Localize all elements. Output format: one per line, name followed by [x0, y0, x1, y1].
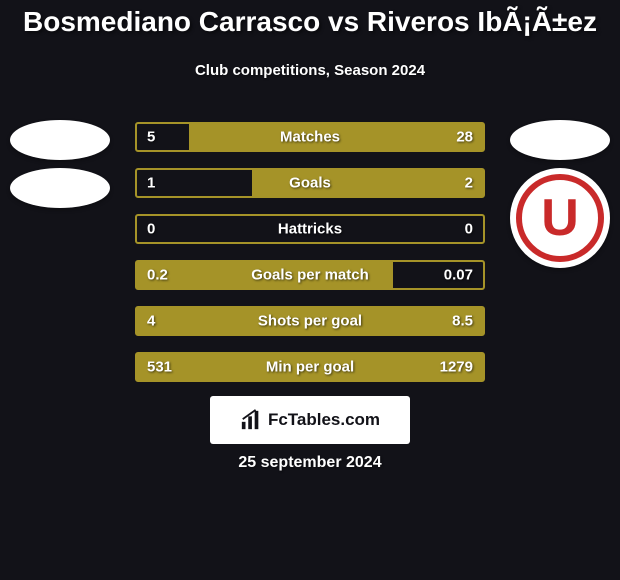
right-player-crests: U: [510, 120, 610, 268]
comparison-infographic: Bosmediano Carrasco vs Riveros IbÃ¡Ã±ez …: [0, 0, 620, 580]
brand-text: FcTables.com: [268, 410, 380, 430]
stat-label: Min per goal: [137, 359, 483, 376]
club-crest-logo: U: [510, 168, 610, 268]
club-crest-placeholder: [10, 120, 110, 160]
stat-right-value: 0.07: [444, 267, 473, 284]
stat-row: 1Goals2: [135, 168, 485, 198]
stat-label: Goals per match: [137, 267, 483, 284]
brand-box: FcTables.com: [210, 396, 410, 444]
stat-bars: 5Matches28 1Goals2 0Hattricks0 0.2Goals per…: [135, 122, 485, 398]
club-crest-placeholder: [510, 120, 610, 160]
stat-row: 531Min per goal1279: [135, 352, 485, 382]
stat-row: 5Matches28: [135, 122, 485, 152]
stat-row: 4Shots per goal8.5: [135, 306, 485, 336]
stat-right-value: 1279: [440, 359, 473, 376]
stat-right-value: 0: [465, 221, 473, 238]
stat-right-value: 2: [465, 175, 473, 192]
chart-icon: [240, 409, 262, 431]
stat-label: Matches: [137, 129, 483, 146]
club-crest-placeholder: [10, 168, 110, 208]
page-title: Bosmediano Carrasco vs Riveros IbÃ¡Ã±ez: [0, 6, 620, 38]
footer-date: 25 september 2024: [0, 454, 620, 472]
stat-right-value: 28: [456, 129, 473, 146]
stat-row: 0Hattricks0: [135, 214, 485, 244]
stat-label: Shots per goal: [137, 313, 483, 330]
stat-label: Goals: [137, 175, 483, 192]
stat-right-value: 8.5: [452, 313, 473, 330]
stat-label: Hattricks: [137, 221, 483, 238]
left-player-crests: [10, 120, 110, 208]
subtitle: Club competitions, Season 2024: [0, 62, 620, 79]
stat-row: 0.2Goals per match0.07: [135, 260, 485, 290]
